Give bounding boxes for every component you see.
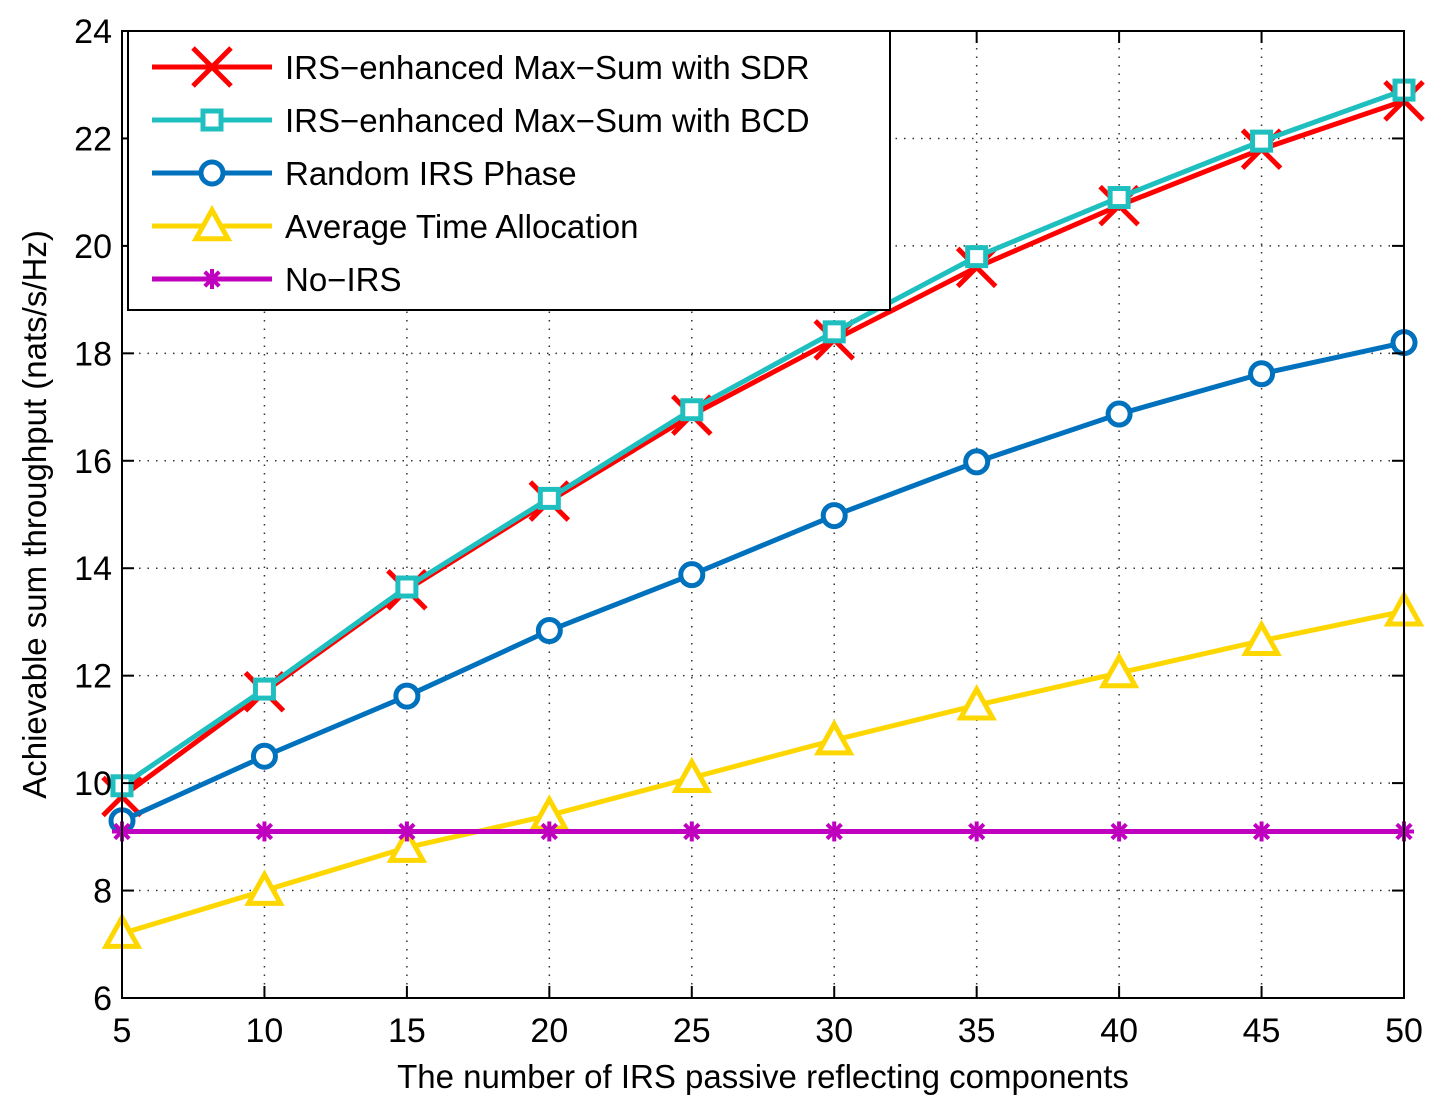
x-tick-label: 5 bbox=[113, 1012, 132, 1050]
series-3 bbox=[101, 590, 1425, 949]
y-tick-label: 14 bbox=[74, 550, 112, 588]
series-point bbox=[395, 575, 419, 599]
x-tick-label: 45 bbox=[1243, 1012, 1281, 1050]
series-point bbox=[1250, 129, 1274, 153]
series-point bbox=[813, 718, 855, 756]
legend-item: Average Time Allocation bbox=[152, 204, 638, 245]
series-point bbox=[824, 821, 845, 842]
series-point bbox=[678, 561, 706, 589]
legend-item: No−IRS bbox=[152, 261, 401, 298]
series-point bbox=[244, 869, 285, 906]
x-tick-label: 20 bbox=[530, 1012, 568, 1050]
series-point bbox=[1109, 821, 1130, 842]
series-point bbox=[680, 398, 704, 422]
x-axis-label: The number of IRS passive reflecting com… bbox=[397, 1058, 1129, 1095]
y-tick-label: 12 bbox=[74, 658, 112, 696]
legend-marker bbox=[198, 159, 226, 187]
series-layer bbox=[101, 78, 1425, 949]
series-point bbox=[1105, 400, 1133, 428]
y-axis-label: Achievable sum throughput (nats/s/Hz) bbox=[16, 230, 53, 799]
x-tick-label: 30 bbox=[815, 1012, 853, 1050]
series-point bbox=[963, 448, 991, 476]
series-line bbox=[121, 608, 1405, 936]
x-tick-label: 50 bbox=[1385, 1012, 1423, 1050]
series-point bbox=[820, 502, 848, 530]
x-tick-label: 40 bbox=[1100, 1012, 1138, 1050]
series-point bbox=[396, 821, 417, 842]
series-4 bbox=[112, 821, 1414, 842]
x-tick-label: 15 bbox=[388, 1012, 426, 1050]
series-1 bbox=[110, 78, 1416, 798]
series-point-stroke bbox=[255, 822, 274, 841]
legend-item: IRS−enhanced Max−Sum with SDR bbox=[152, 46, 810, 88]
series-point bbox=[1241, 619, 1282, 657]
series-point bbox=[386, 826, 428, 863]
legend-label: No−IRS bbox=[285, 261, 401, 298]
legend-label: IRS−enhanced Max−Sum with SDR bbox=[285, 49, 810, 86]
y-tick-label: 18 bbox=[74, 335, 112, 373]
legend-item: Random IRS Phase bbox=[152, 155, 577, 192]
series-point bbox=[393, 682, 421, 710]
legend-label: Average Time Allocation bbox=[285, 208, 638, 245]
series-point bbox=[1098, 651, 1140, 689]
series-point bbox=[965, 245, 989, 269]
y-tick-label: 10 bbox=[74, 765, 112, 803]
series-point-stroke bbox=[540, 822, 558, 841]
series-point bbox=[535, 617, 563, 645]
series-line bbox=[120, 87, 1405, 788]
series-point bbox=[1248, 360, 1276, 388]
x-tick-label: 35 bbox=[958, 1012, 996, 1050]
y-tick-label: 24 bbox=[74, 13, 112, 51]
legend-marker-stroke bbox=[191, 46, 233, 88]
series-point-stroke bbox=[683, 822, 701, 841]
series-point bbox=[956, 684, 997, 721]
series-point-stroke bbox=[1252, 822, 1271, 841]
series-point-stroke bbox=[398, 822, 416, 841]
series-point bbox=[1251, 821, 1272, 842]
y-tick-label: 16 bbox=[74, 443, 112, 481]
y-tick-label: 8 bbox=[93, 873, 112, 911]
series-point bbox=[671, 756, 713, 794]
legend-marker bbox=[200, 108, 224, 132]
series-2 bbox=[108, 329, 1418, 835]
series-point-stroke bbox=[1110, 822, 1128, 841]
legend-label: Random IRS Phase bbox=[285, 155, 577, 192]
x-tick-label: 10 bbox=[246, 1012, 284, 1050]
legend-marker bbox=[202, 269, 222, 289]
legend-marker bbox=[191, 204, 233, 242]
legend-item: IRS−enhanced Max−Sum with BCD bbox=[152, 102, 810, 139]
y-tick-label: 22 bbox=[74, 120, 112, 158]
series-point-stroke bbox=[968, 822, 986, 841]
series-point bbox=[539, 821, 560, 842]
y-tick-label: 6 bbox=[93, 980, 112, 1018]
series-point bbox=[1107, 186, 1131, 210]
series-point bbox=[681, 821, 702, 842]
series-point bbox=[252, 677, 276, 701]
legend-label: IRS−enhanced Max−Sum with BCD bbox=[285, 102, 810, 139]
series-point bbox=[254, 821, 275, 842]
legend: IRS−enhanced Max−Sum with SDR IRS−enhance… bbox=[127, 30, 891, 311]
y-tick-label: 20 bbox=[74, 228, 112, 266]
series-point bbox=[250, 742, 278, 770]
legend-marker bbox=[191, 46, 233, 88]
legend-marker-stroke bbox=[203, 270, 221, 288]
series-line bbox=[120, 340, 1405, 823]
series-point bbox=[966, 821, 987, 842]
x-tick-label: 25 bbox=[673, 1012, 711, 1050]
series-point-stroke bbox=[825, 822, 843, 841]
series-point bbox=[537, 486, 561, 510]
series-point bbox=[822, 320, 846, 344]
tick-labels: 5 10 15 20 25 30 35 40 45 50 6 8 10 12 14 16 18 20 22 24 bbox=[74, 13, 1423, 1050]
